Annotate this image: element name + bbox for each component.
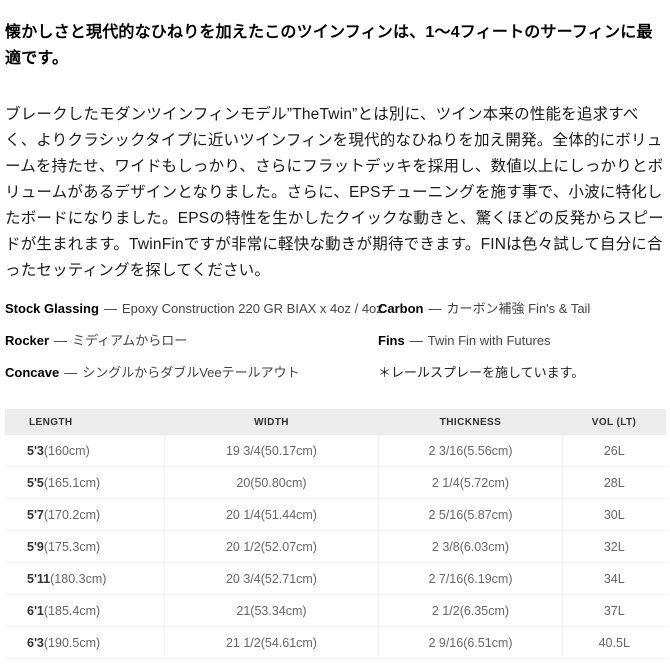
vol-cell: 26L [561,435,666,467]
length-cm: (180.3cm) [50,571,107,586]
length-cell: 5'9(175.3cm) [5,530,164,563]
thickness-cell: 2 1/2(6.35cm) [378,594,563,627]
vol-cell: 28L [561,466,666,499]
vol-cell: 37L [561,594,666,627]
table-row: 5'3(160cm) 19 3/4(50.17cm) 2 3/16(5.56cm… [5,435,666,467]
width-cell: 21 1/2(54.61cm) [163,626,379,659]
spec-item-concave: Concave — シングルからダブルVeeテールアウト [5,364,378,382]
length-feet: 6'1 [27,603,44,618]
spec-label: Rocker [5,333,50,348]
length-cell: 5'7(170.2cm) [5,498,164,531]
thickness-cell: 2 1/4(5.72cm) [378,466,563,499]
length-cell: 5'5(165.1cm) [5,466,164,499]
spec-item-stock-glassing: Stock Glassing — Epoxy Construction 220 GR… [5,300,383,318]
spec-value: カーボン補強 Fin's & Tail [446,301,591,316]
spec-separator: — [428,301,442,316]
spec-separator: — [103,301,117,316]
thickness-cell: 2 7/16(6.19cm) [378,562,563,595]
spec-separator: — [54,333,68,348]
length-cell: 5'3(160cm) [5,435,164,467]
thickness-cell: 2 5/16(5.87cm) [378,498,563,531]
width-cell: 20 1/4(51.44cm) [163,498,379,531]
spec-list: Stock Glassing — Epoxy Construction 220 GR… [5,300,666,396]
size-chart-body: 5'3(160cm) 19 3/4(50.17cm) 2 3/16(5.56cm… [5,435,666,659]
length-cm: (190.5cm) [43,635,101,650]
thickness-cell: 2 9/16(6.51cm) [378,626,563,659]
vol-cell: 34L [561,562,666,595]
table-row: 5'5(165.1cm) 20(50.80cm) 2 1/4(5.72cm) 2… [5,466,666,499]
spec-value: Twin Fin with Futures [427,333,551,348]
length-cm: (175.3cm) [43,539,101,554]
width-cell: 21(53.34cm) [163,594,379,627]
table-row: 5'9(175.3cm) 20 1/2(52.07cm) 2 3/8(6.03c… [5,530,666,563]
table-row: 6'3(190.5cm) 21 1/2(54.61cm) 2 9/16(6.51… [5,626,666,659]
header-row: LENGTH WIDTH THICKNESS VOL (LT) [5,409,666,435]
length-cm: (170.2cm) [43,507,101,522]
table-row: 5'7(170.2cm) 20 1/4(51.44cm) 2 5/16(5.87… [5,498,666,531]
product-description-text: ブレークしたモダンツインフィンモデル”TheTwin”とは別に、ツイン本来の性能… [5,106,664,279]
column-header-length: LENGTH [5,409,164,435]
spec-label: Carbon [378,301,424,316]
spec-separator: — [64,365,78,380]
length-feet: 5'11 [27,571,51,586]
product-heading: 懐かしさと現代的なひねりを加えたこのツインフィンは、1〜4フィートのサーフィンに… [5,24,653,67]
spec-value: ミディアムからロー [72,333,188,348]
size-chart-header: LENGTH WIDTH THICKNESS VOL (LT) [5,409,666,435]
spec-label: Concave [5,365,60,380]
spec-separator: — [409,333,423,348]
vol-cell: 40.5L [561,626,666,659]
column-header-vol: VOL (LT) [562,409,666,435]
thickness-cell: 2 3/8(6.03cm) [378,530,563,563]
length-cm: (185.4cm) [43,603,101,618]
size-chart-table: LENGTH WIDTH THICKNESS VOL (LT) 5'3(160c… [5,409,666,659]
vol-cell: 32L [561,530,666,563]
rail-spray-note: ＊レールスプレーを施しています。 [378,365,585,380]
length-feet: 6'3 [27,635,44,650]
length-feet: 5'3 [27,443,44,458]
spec-value: シングルからダブルVeeテールアウト [82,365,300,380]
spec-label: Stock Glassing [5,301,99,316]
length-cell: 6'3(190.5cm) [5,626,164,659]
width-cell: 20 3/4(52.71cm) [163,562,379,595]
spec-label: Fins [378,333,405,348]
width-cell: 20 1/2(52.07cm) [163,530,379,563]
length-feet: 5'7 [27,507,44,522]
table-row: 5'11(180.3cm) 20 3/4(52.71cm) 2 7/16(6.1… [5,562,666,595]
table-row: 6'1(185.4cm) 21(53.34cm) 2 1/2(6.35cm) 3… [5,594,666,627]
spec-item-fins: Fins — Twin Fin with Futures [378,332,666,350]
column-header-width: WIDTH [164,409,379,435]
spec-column-right: Carbon — カーボン補強 Fin's & Tail Fins — Twin Fin… [378,300,666,396]
width-cell: 19 3/4(50.17cm) [163,435,379,467]
length-cm: (165.1cm) [43,475,101,490]
length-cm: (160cm) [43,443,90,458]
spec-column-left: Stock Glassing — Epoxy Construction 220 GR… [5,300,383,396]
thickness-cell: 2 3/16(5.56cm) [378,435,563,467]
spec-item-rocker: Rocker — ミディアムからロー [5,332,378,350]
spec-item-carbon: Carbon — カーボン補強 Fin's & Tail [378,300,666,318]
length-feet: 5'9 [27,539,44,554]
length-cell: 5'11(180.3cm) [5,562,164,595]
column-header-thickness: THICKNESS [378,409,563,435]
spec-value: Epoxy Construction 220 GR BIAX x 4oz / 4… [121,301,383,316]
width-cell: 20(50.80cm) [163,466,379,499]
length-cell: 6'1(185.4cm) [5,594,164,627]
vol-cell: 30L [561,498,666,531]
length-feet: 5'5 [27,475,44,490]
